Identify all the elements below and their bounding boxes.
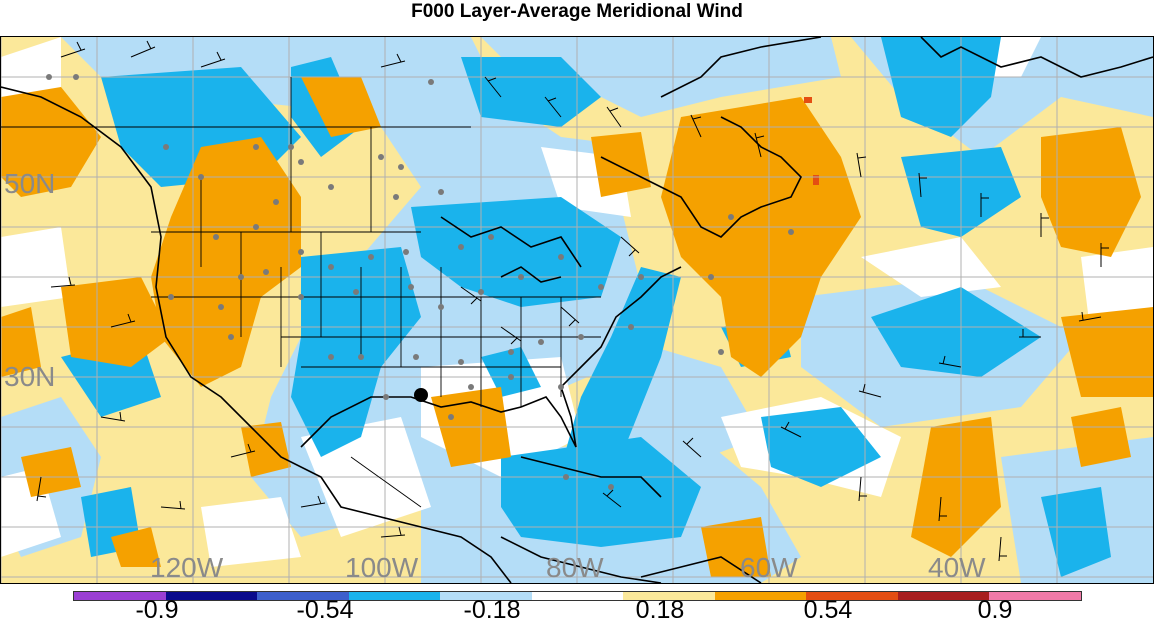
colorbar-label: 0.54 [803, 596, 853, 624]
colorbar [73, 591, 1082, 601]
colorbar-segment [623, 592, 715, 600]
colorbar-segment [257, 592, 349, 600]
colorbar-label: 0.18 [635, 596, 685, 624]
lat-label-50n: 50N [4, 168, 56, 199]
lat-label-30n: 30N [4, 361, 56, 392]
strong-positive-spots [804, 97, 819, 185]
colorbar-label: -0.9 [135, 596, 179, 624]
colorbar-segment [348, 592, 441, 600]
colorbar-segment [989, 592, 1082, 600]
colorbar-label: -0.18 [463, 596, 521, 624]
state-borders [1, 77, 601, 508]
colorbar-segment [897, 592, 990, 600]
colorbar-segment [714, 592, 807, 600]
highlighted-station-marker [414, 388, 428, 402]
coastlines [1, 37, 1153, 583]
colorbar-segment [74, 592, 166, 600]
lon-label-100w: 100W [345, 552, 419, 583]
lon-label-80w: 80W [546, 552, 604, 583]
map-canvas [1, 37, 1153, 583]
lon-label-60w: 60W [740, 552, 798, 583]
wind-barbs [36, 40, 1109, 562]
station-dots [46, 74, 794, 490]
colorbar-label: 0.9 [977, 596, 1013, 624]
meridional-wind-map [0, 36, 1154, 584]
lon-label-120w: 120W [150, 552, 224, 583]
colorbar-segment [440, 592, 532, 600]
colorbar-segment [531, 592, 624, 600]
lon-label-40w: 40W [928, 552, 986, 583]
positive-regions [1, 77, 1153, 577]
map-title: F000 Layer-Average Meridional Wind [411, 1, 743, 22]
colorbar-segment [806, 592, 898, 600]
colorbar-label: -0.54 [296, 596, 354, 624]
colorbar-segment [165, 592, 258, 600]
